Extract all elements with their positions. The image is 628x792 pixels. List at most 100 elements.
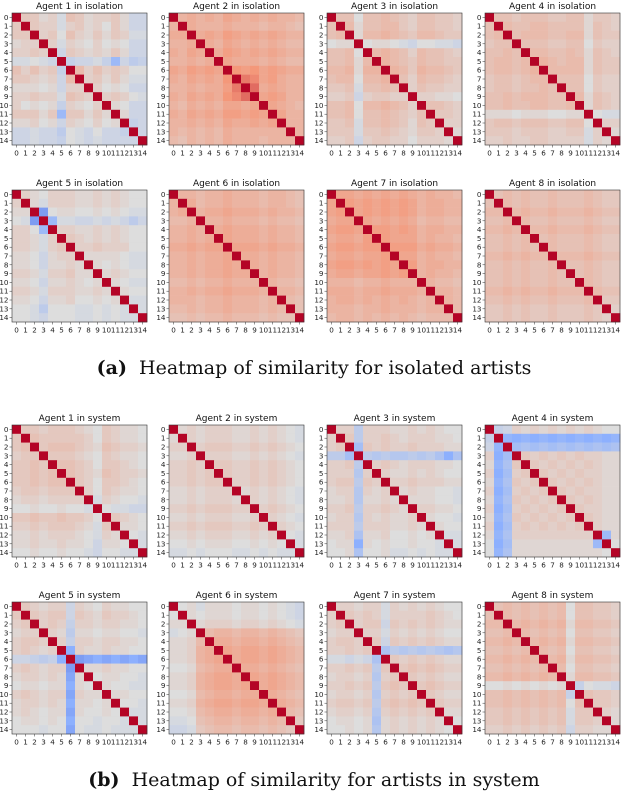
heatmap-cell bbox=[381, 118, 391, 128]
heatmap-cell bbox=[250, 198, 260, 208]
heatmap-cell bbox=[345, 548, 355, 558]
heatmap-cell bbox=[129, 190, 139, 200]
heatmap-cell bbox=[223, 313, 233, 323]
heatmap-cell bbox=[250, 48, 260, 58]
heatmap-cell bbox=[111, 442, 121, 452]
heatmap-cell bbox=[196, 198, 206, 208]
heatmap-cell bbox=[57, 109, 67, 119]
heatmap-cell bbox=[453, 216, 463, 226]
heatmap-cell bbox=[232, 425, 242, 435]
heatmap-cell bbox=[268, 433, 278, 443]
y-tick-label: 13 bbox=[156, 127, 165, 136]
heatmap-cell bbox=[417, 646, 427, 656]
x-tick-label: 14 bbox=[611, 561, 621, 570]
heatmap-cell bbox=[214, 530, 224, 540]
x-tick-label: 6 bbox=[383, 326, 388, 335]
heatmap-cell bbox=[453, 698, 463, 708]
heatmap-cell bbox=[390, 251, 400, 261]
heatmap-agent-5-in-isolation: Agent 5 in isolation01234567891011121314… bbox=[0, 179, 147, 335]
heatmap-cell bbox=[485, 304, 495, 314]
y-tick-label: 13 bbox=[314, 304, 323, 313]
heatmap-cell bbox=[417, 39, 427, 49]
heatmap-cell bbox=[268, 92, 278, 102]
heatmap-cell bbox=[512, 251, 522, 261]
heatmap-cell bbox=[129, 602, 139, 612]
heatmap-cell bbox=[593, 707, 603, 717]
heatmap-cell bbox=[611, 425, 621, 435]
heatmap-cell bbox=[372, 242, 382, 252]
heatmap-cell bbox=[602, 65, 612, 75]
heatmap-cell bbox=[93, 109, 103, 119]
heatmap-cell bbox=[268, 442, 278, 452]
heatmap-cell bbox=[584, 109, 594, 119]
heatmap-cell bbox=[111, 118, 121, 128]
heatmap-cell bbox=[485, 451, 495, 461]
y-tick-label: 2 bbox=[477, 443, 482, 452]
heatmap-cell bbox=[354, 286, 364, 296]
x-tick-label: 5 bbox=[532, 561, 537, 570]
y-tick-label: 1 bbox=[4, 22, 9, 31]
heatmap-cell bbox=[485, 504, 495, 514]
heatmap-cell bbox=[354, 74, 364, 84]
heatmap-cell bbox=[548, 207, 558, 217]
heatmap-cell bbox=[539, 716, 549, 726]
heatmap-cell bbox=[84, 39, 94, 49]
heatmap-cell bbox=[539, 681, 549, 691]
heatmap-cell bbox=[593, 460, 603, 470]
heatmap-cell bbox=[381, 30, 391, 40]
heatmap-cell bbox=[336, 136, 346, 146]
heatmap-cell bbox=[435, 13, 445, 23]
heatmap-cell bbox=[548, 234, 558, 244]
heatmap-cell bbox=[111, 602, 121, 612]
heatmap-cell bbox=[593, 672, 603, 682]
heatmap-cell bbox=[12, 672, 22, 682]
heatmap-cell bbox=[232, 74, 242, 84]
heatmap-cell bbox=[584, 216, 594, 226]
y-tick-label: 12 bbox=[472, 708, 481, 717]
y-tick-label: 7 bbox=[477, 664, 482, 673]
heatmap-cell bbox=[408, 663, 418, 673]
heatmap-cell bbox=[417, 504, 427, 514]
heatmap-cell bbox=[259, 92, 269, 102]
heatmap-cell bbox=[232, 716, 242, 726]
heatmap-cell bbox=[539, 216, 549, 226]
heatmap-cell bbox=[196, 619, 206, 629]
heatmap-cell bbox=[327, 548, 337, 558]
heatmap-cell bbox=[354, 521, 364, 531]
heatmap-cell bbox=[120, 495, 130, 505]
heatmap-cell bbox=[205, 504, 215, 514]
y-tick-label: 1 bbox=[477, 434, 482, 443]
y-tick-label: 0 bbox=[161, 425, 166, 434]
heatmap-cell bbox=[232, 313, 242, 323]
heatmap-cell bbox=[12, 278, 22, 288]
y-tick-label: 2 bbox=[161, 208, 166, 217]
heatmap-cell bbox=[250, 628, 260, 638]
heatmap-cell bbox=[584, 74, 594, 84]
heatmap-cell bbox=[277, 48, 287, 58]
heatmap-title: Agent 5 in system bbox=[39, 591, 121, 601]
heatmap-agent-8-in-isolation: Agent 8 in isolation01234567891011121314… bbox=[472, 179, 620, 335]
y-tick-label: 8 bbox=[161, 260, 166, 269]
heatmap-cell bbox=[39, 460, 49, 470]
heatmap-cell bbox=[48, 21, 58, 31]
heatmap-cell bbox=[138, 690, 148, 700]
heatmap-cell bbox=[295, 65, 305, 75]
heatmap-cell bbox=[196, 495, 206, 505]
heatmap-cell bbox=[241, 602, 251, 612]
heatmap-cell bbox=[75, 707, 85, 717]
x-tick-label: 5 bbox=[216, 561, 221, 570]
heatmap-cell bbox=[93, 207, 103, 217]
y-tick-label: 10 bbox=[156, 690, 166, 699]
heatmap-cell bbox=[372, 57, 382, 67]
heatmap-cell bbox=[232, 109, 242, 119]
heatmap-cell bbox=[557, 469, 567, 479]
heatmap-cell bbox=[390, 725, 400, 735]
heatmap-cell bbox=[120, 628, 130, 638]
y-tick-label: 14 bbox=[0, 548, 9, 557]
y-tick-label: 10 bbox=[156, 101, 166, 110]
heatmap-cell bbox=[336, 109, 346, 119]
y-tick-label: 9 bbox=[477, 269, 482, 278]
heatmap-cell bbox=[196, 118, 206, 128]
heatmap-cell bbox=[381, 530, 391, 540]
heatmap-cell bbox=[372, 442, 382, 452]
